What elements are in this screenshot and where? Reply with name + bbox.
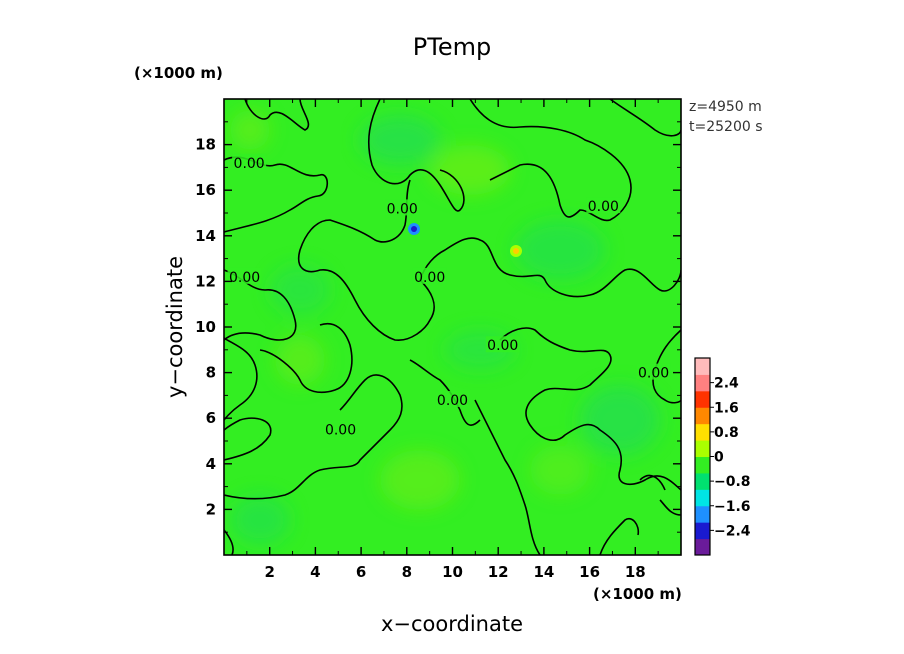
colorbar-segment	[695, 489, 710, 507]
y-unit-label: (×1000 m)	[134, 64, 223, 82]
contour-labels: 0.00 0.00 0.00 0.00 0.00 0.00 0.00 0.00 0.00	[227, 153, 671, 439]
y-tick-label: 18	[195, 136, 216, 154]
contour-label: 0.00	[638, 366, 669, 382]
colorbar-tick-label: −1.6	[714, 499, 751, 515]
y-tick-label: 14	[195, 227, 216, 245]
colorbar-segment	[695, 407, 710, 425]
x-tick-label: 8	[402, 563, 412, 581]
y-tick-label: 12	[195, 272, 216, 290]
contour-label-bg	[485, 336, 520, 353]
contour-label: 0.00	[234, 156, 265, 172]
contour-label: 0.00	[437, 393, 468, 409]
chart-title: PTemp	[413, 33, 491, 61]
contour-label-bg	[586, 197, 621, 214]
y-tick-label: 10	[195, 318, 216, 336]
colorbar-segment	[695, 456, 710, 474]
y-axis-title: y−coordinate	[163, 256, 187, 398]
field-texture	[230, 110, 660, 545]
colorbar-segment	[695, 390, 710, 408]
plot-area: 0.00 0.00 0.00 0.00 0.00 0.00 0.00 0.00 0.00	[224, 99, 681, 555]
contour-label: 0.00	[414, 270, 445, 286]
x-tick-label: 18	[625, 563, 646, 581]
colorbar-segment	[695, 505, 710, 523]
y-tick-label: 8	[206, 364, 216, 382]
colorbar-tick-label: 2.4	[714, 376, 739, 392]
y-tick-label: 4	[206, 455, 216, 473]
contour-label: 0.00	[387, 201, 418, 217]
contour-label: 0.00	[588, 199, 619, 215]
colorbar-segment	[695, 522, 710, 540]
x-axis-title: x−coordinate	[381, 612, 523, 636]
contour-label-bg	[412, 267, 447, 284]
colorbar-segment	[695, 423, 710, 441]
contour-label-bg	[636, 363, 671, 380]
contour-label-bg	[435, 390, 470, 407]
x-tick-label: 10	[442, 563, 463, 581]
colorbar-tick-label: 1.6	[714, 400, 739, 416]
time-label: t=25200 s	[689, 119, 763, 135]
colorbar-tick-label: 0.8	[714, 425, 739, 441]
colorbar-segment	[695, 538, 710, 556]
colorbar-segment	[695, 472, 710, 490]
y-tick-label: 16	[195, 181, 216, 199]
x-axis-ticks: 2 4 6 8 10 12 14 16 18	[246, 99, 659, 581]
contour-label-bg	[323, 420, 358, 437]
x-tick-label: 14	[533, 563, 554, 581]
colorbar-tick-label: −0.8	[714, 474, 751, 490]
x-tick-label: 4	[310, 563, 320, 581]
colorbar-tick-label: −2.4	[714, 523, 751, 539]
contour-label: 0.00	[229, 270, 260, 286]
colorbar-segment	[695, 440, 710, 457]
colorbar: 2.4 1.6 0.8 0 −0.8 −1.6 −2.4	[694, 357, 751, 556]
y-axis-ticks: 2 4 6 8 10 12 14 16 18	[195, 121, 681, 533]
contour-label-bg	[385, 199, 420, 216]
contour-label-bg	[232, 153, 267, 170]
colorbar-tick-label: 0	[714, 450, 724, 466]
contour-label-bg	[227, 267, 262, 284]
contour-label: 0.00	[325, 423, 356, 439]
z-level-label: z=4950 m	[689, 99, 762, 115]
y-tick-label: 6	[206, 409, 216, 427]
x-tick-label: 2	[264, 563, 274, 581]
contour-label: 0.00	[487, 338, 518, 354]
y-tick-label: 2	[206, 500, 216, 518]
x-tick-label: 12	[488, 563, 509, 581]
colorbar-segment	[695, 374, 710, 392]
x-tick-label: 6	[356, 563, 366, 581]
x-unit-label: (×1000 m)	[593, 585, 682, 603]
x-tick-label: 16	[579, 563, 600, 581]
contour-lines	[224, 99, 681, 555]
colorbar-segment	[695, 358, 710, 375]
anomaly-spots	[408, 223, 522, 257]
